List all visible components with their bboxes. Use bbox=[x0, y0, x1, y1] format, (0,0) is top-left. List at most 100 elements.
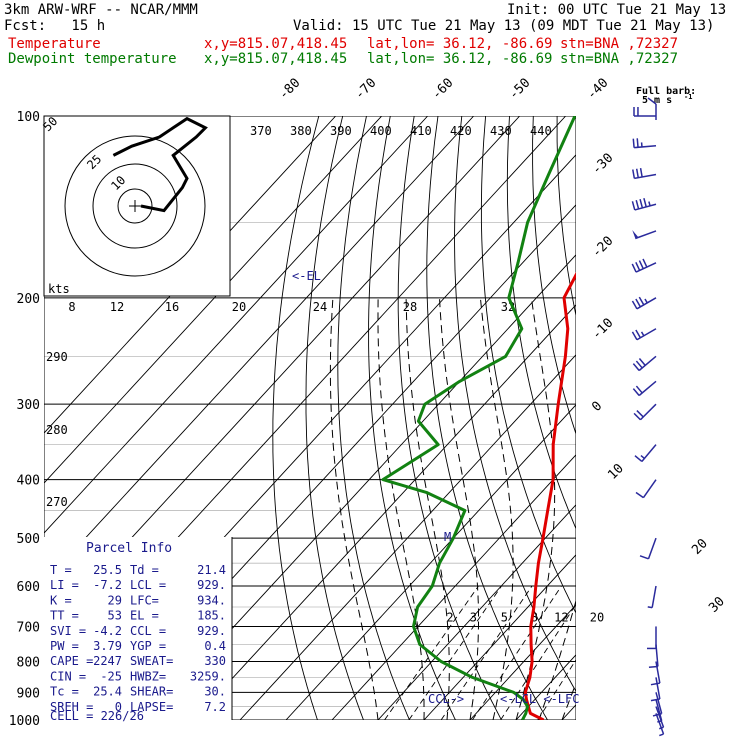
wind-barb-staff bbox=[638, 355, 657, 372]
mixing-ratio-label: 12 bbox=[554, 610, 568, 624]
isotherm-line bbox=[44, 116, 337, 434]
lcl-lfc-marker: <-LCL <-LFC bbox=[500, 692, 579, 706]
parcel-value: 30. bbox=[204, 685, 226, 699]
mixing-ratio-label: 5 bbox=[501, 610, 508, 624]
parcel-key: LAPSE= bbox=[130, 700, 173, 714]
mixing-ratio-line bbox=[408, 585, 502, 720]
isotherm-line bbox=[561, 704, 576, 720]
temperature-tick-label: -40 bbox=[584, 76, 611, 103]
temperature-tick-label: 30 bbox=[706, 594, 728, 616]
parcel-value: 21.4 bbox=[197, 563, 226, 577]
parcel-cell: CELL = 226/26 bbox=[50, 709, 144, 723]
moist-adiabat bbox=[561, 681, 576, 720]
wind-barb-half bbox=[647, 606, 653, 609]
parcel-key: T = bbox=[50, 563, 72, 577]
parcel-value: 25.5 bbox=[93, 563, 122, 577]
wind-barb-half bbox=[640, 454, 645, 460]
forecast-hour: Fcst: 15 h bbox=[4, 18, 106, 34]
wind-barb-feather bbox=[632, 169, 636, 179]
wind-barb-staff bbox=[655, 692, 663, 714]
wind-barb bbox=[633, 107, 656, 117]
wind-barb-feather bbox=[643, 197, 647, 208]
hodograph-units: kts bbox=[48, 282, 70, 296]
wind-barb bbox=[639, 537, 657, 560]
isotherm-line bbox=[193, 304, 576, 720]
hodograph-speed-label: 8 bbox=[68, 300, 75, 314]
init-time: Init: 00 UTC Tue 21 May 13 bbox=[507, 2, 727, 18]
parcel-key: SREH = bbox=[50, 700, 93, 714]
dry-adiabat bbox=[272, 116, 320, 720]
parcel-value: 330 bbox=[204, 654, 226, 668]
valid-time: Valid: 15 UTC Tue 21 May 13 (09 MDT Tue … bbox=[293, 18, 715, 34]
wind-barb-staff bbox=[655, 706, 665, 728]
parcel-key: CCL = bbox=[130, 624, 166, 638]
hodograph-speed-label: 12 bbox=[110, 300, 124, 314]
theta-e-label: 410 bbox=[410, 124, 432, 138]
parcel-key: CAPE = bbox=[50, 654, 93, 668]
wind-barb-feather bbox=[635, 385, 643, 394]
parcel-value: -25 bbox=[100, 669, 122, 683]
theta-e-label: 380 bbox=[290, 124, 312, 138]
parcel-key: LI = bbox=[50, 578, 79, 592]
wind-barb-staff bbox=[635, 262, 657, 273]
dewpoint-latlon: lat,lon= 36.12, -86.69 bbox=[367, 51, 553, 67]
parcel-box bbox=[44, 537, 232, 720]
wind-barb-staff bbox=[655, 699, 663, 721]
temperature-tick-label: -60 bbox=[429, 76, 456, 103]
moist-adiabat bbox=[377, 297, 425, 720]
wind-barb-flag bbox=[632, 230, 639, 239]
wind-barb-feather bbox=[635, 491, 644, 499]
parcel-value: 3259. bbox=[190, 669, 226, 683]
mixing-ratio-line bbox=[471, 585, 562, 720]
wind-barb-feather bbox=[635, 329, 642, 339]
parcel-value: 53 bbox=[108, 609, 122, 623]
mixing-ratio-label: 2 bbox=[446, 610, 453, 624]
hodograph-ring bbox=[92, 163, 178, 249]
parcel-value: 25.4 bbox=[93, 685, 122, 699]
isotherm-line bbox=[239, 354, 576, 720]
pressure-label: 600 bbox=[17, 580, 40, 595]
wind-barb-feather bbox=[632, 388, 640, 396]
wind-barb-feather bbox=[635, 200, 640, 210]
wind-barb bbox=[631, 328, 657, 341]
dry-adiabat bbox=[368, 116, 456, 720]
wind-barb-half bbox=[648, 201, 651, 207]
dewpoint-legend: Dewpoint temperature bbox=[8, 51, 177, 67]
wind-barb-staff bbox=[636, 328, 657, 341]
theta-e-label: 400 bbox=[370, 124, 392, 138]
theta-label: 290 bbox=[46, 350, 68, 364]
dewpoint-trace bbox=[381, 116, 576, 720]
pressure-label: 300 bbox=[17, 398, 40, 413]
wind-barb bbox=[632, 355, 657, 372]
hodograph-speed-label: 24 bbox=[313, 300, 327, 314]
temperature-trace bbox=[523, 271, 576, 720]
wind-barb bbox=[650, 677, 661, 702]
pressure-label: 700 bbox=[17, 620, 40, 635]
m-marker: M bbox=[444, 530, 451, 544]
dewpoint-xy: x,y=815.07,418.45 bbox=[204, 51, 348, 67]
model-title: 3km ARW-WRF -- NCAR/MMM bbox=[4, 2, 198, 18]
parcel-value: 929. bbox=[197, 624, 226, 638]
el-marker: <-EL bbox=[292, 269, 321, 283]
parcel-key: YGP = bbox=[130, 639, 166, 653]
pressure-label: 200 bbox=[17, 292, 40, 307]
moist-adiabat bbox=[515, 297, 556, 720]
wind-barb-feather bbox=[635, 360, 643, 369]
parcel-value: 0.4 bbox=[204, 639, 226, 653]
parcel-key: Tc = bbox=[50, 685, 79, 699]
pressure-label: 100 bbox=[17, 110, 40, 125]
parcel-key: LFC= bbox=[130, 593, 159, 607]
pressure-label: 800 bbox=[17, 655, 40, 670]
isotherm-line bbox=[608, 116, 740, 720]
parcel-value: 0 bbox=[115, 700, 122, 714]
ccl-marker: CCL-> bbox=[428, 692, 464, 706]
parcel-value: 29 bbox=[108, 593, 122, 607]
temperature-tick-label: -50 bbox=[506, 76, 533, 103]
moist-adiabat bbox=[479, 297, 514, 720]
parcel-value: 185. bbox=[197, 609, 226, 623]
wind-barb bbox=[650, 661, 661, 686]
wind-barb-staff bbox=[636, 297, 657, 310]
isotherm-line bbox=[44, 116, 475, 584]
parcel-key: CIN = bbox=[50, 669, 86, 683]
